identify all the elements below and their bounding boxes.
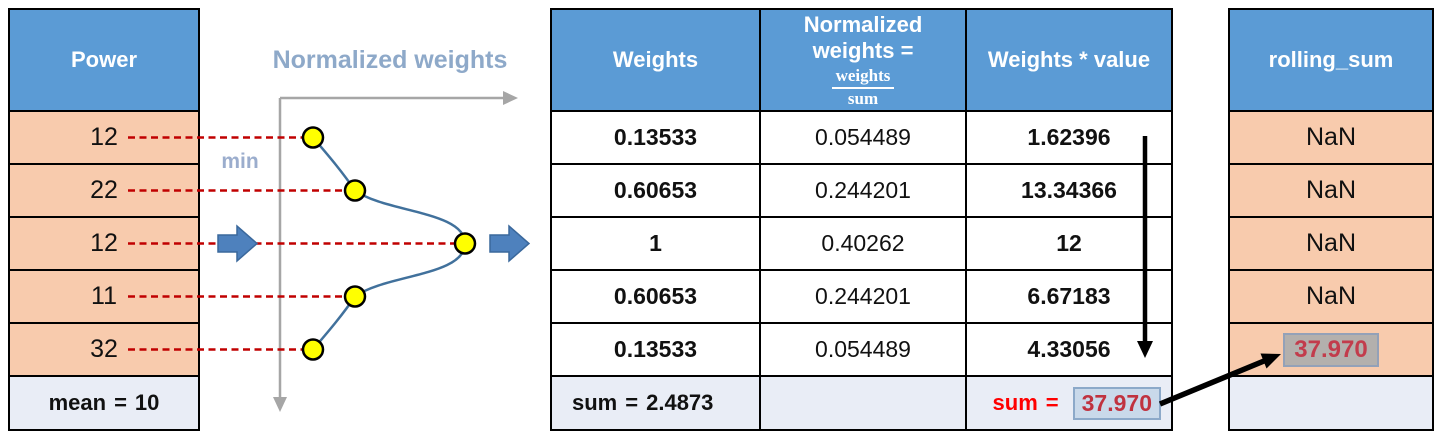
sum-equals: = (625, 390, 639, 415)
gaussian-curve (312, 136, 467, 351)
curve-point-peak (453, 232, 477, 255)
power-row-3: 12 (10, 218, 198, 269)
weights-header: Weights (552, 10, 759, 110)
curve-point-2 (343, 179, 367, 202)
weights-sum-footer: sum = 2.4873 (552, 377, 759, 429)
block-arrow-into-table-icon (489, 224, 531, 263)
plot-axes (273, 91, 518, 412)
power-row-2: 22 (10, 165, 198, 216)
rolling-sum-table: rolling_sum NaN NaN NaN NaN 37.970 (1228, 8, 1434, 431)
curve-point-1 (301, 126, 325, 149)
table-cell: 6.67183 (967, 271, 1171, 322)
mean-value: 10 (134, 390, 160, 415)
sum-label: sum (572, 390, 618, 415)
power-row-4: 11 (10, 271, 198, 322)
table-cell: 0.40262 (761, 218, 965, 269)
table-cell: 0.244201 (761, 165, 965, 216)
rolling-row-2: NaN (1230, 165, 1432, 216)
y-axis-arrowhead-icon (273, 397, 287, 412)
table-cell: 12 (967, 218, 1171, 269)
rolling-footer-empty (1230, 377, 1432, 429)
power-table-footer: mean = 10 (10, 377, 198, 429)
power-row-5: 32 (10, 324, 198, 375)
table-cell: 0.13533 (552, 324, 759, 375)
table-cell: 0.054489 (761, 324, 965, 375)
rolling-sum-header: rolling_sum (1230, 10, 1432, 110)
table-cell: 1.62396 (967, 112, 1171, 163)
fraction-denominator: sum (847, 88, 879, 108)
power-row-1: 12 (10, 112, 198, 163)
weighted-sum-value-highlight: 37.970 (1072, 386, 1161, 420)
normalized-weights-header: Normalized weights = weights sum (761, 10, 965, 110)
table-cell: 0.60653 (552, 271, 759, 322)
table-cell: 0.054489 (761, 112, 965, 163)
block-arrow-into-plot-icon (217, 224, 259, 263)
rolling-row-5: 37.970 (1230, 324, 1432, 375)
weighted-sum-equals: = (1045, 390, 1059, 415)
min-label: min (221, 150, 259, 173)
table-cell: 0.244201 (761, 271, 965, 322)
rolling-row-4: NaN (1230, 271, 1432, 322)
weights-over-sum-fraction: weights sum (831, 66, 895, 109)
normalized-header-line1: Normalized (803, 11, 923, 37)
empty-footer-cell (761, 377, 965, 429)
rolling-row-1: NaN (1230, 112, 1432, 163)
power-table-header: Power (10, 10, 198, 110)
mean-label: mean (48, 390, 107, 415)
curve-point-4 (343, 285, 367, 308)
weighted-sum-footer: sum = 37.970 (967, 377, 1171, 429)
rolling-row-3: NaN (1230, 218, 1432, 269)
table-cell: 1 (552, 218, 759, 269)
weights-table: Weights Normalized weights = weights sum… (550, 8, 1173, 431)
curve-point-5 (301, 338, 325, 361)
mean-equals: = (114, 390, 127, 415)
table-cell: 0.60653 (552, 165, 759, 216)
plot-title: Normalized weights (272, 46, 508, 74)
fraction-numerator: weights (831, 66, 895, 89)
table-cell: 13.34366 (967, 165, 1171, 216)
normalized-header-line2: weights = (812, 37, 914, 63)
weighted-sum-label: sum (992, 390, 1038, 415)
curve-points (301, 126, 477, 361)
power-table: Power 12 22 12 11 32 mean = 10 (8, 8, 200, 431)
sum-value: 2.4873 (646, 390, 714, 415)
table-cell: 4.33056 (967, 324, 1171, 375)
rolling-sum-value-highlight: 37.970 (1283, 332, 1379, 367)
table-cell: 0.13533 (552, 112, 759, 163)
x-axis-arrowhead-icon (503, 91, 518, 105)
weights-value-header: Weights * value (967, 10, 1171, 110)
